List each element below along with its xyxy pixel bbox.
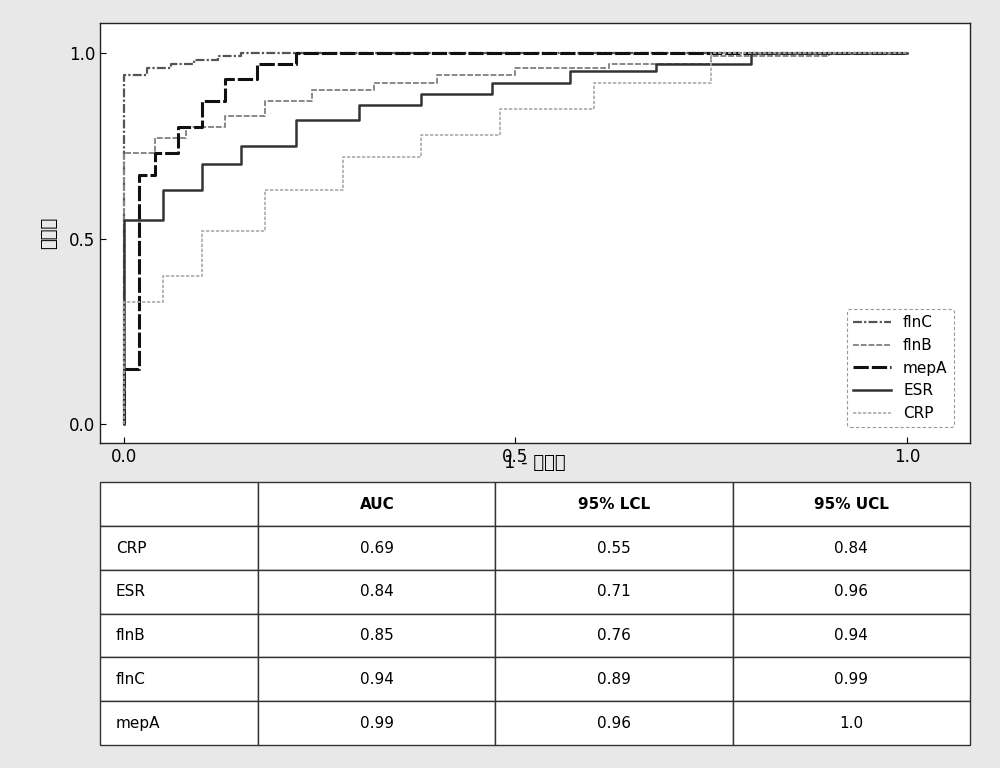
Legend: flnC, flnB, mepA, ESR, CRP: flnC, flnB, mepA, ESR, CRP xyxy=(847,310,954,427)
Y-axis label: 敏感性: 敏感性 xyxy=(40,217,58,249)
Text: 1 - 特异性: 1 - 特异性 xyxy=(504,454,566,472)
